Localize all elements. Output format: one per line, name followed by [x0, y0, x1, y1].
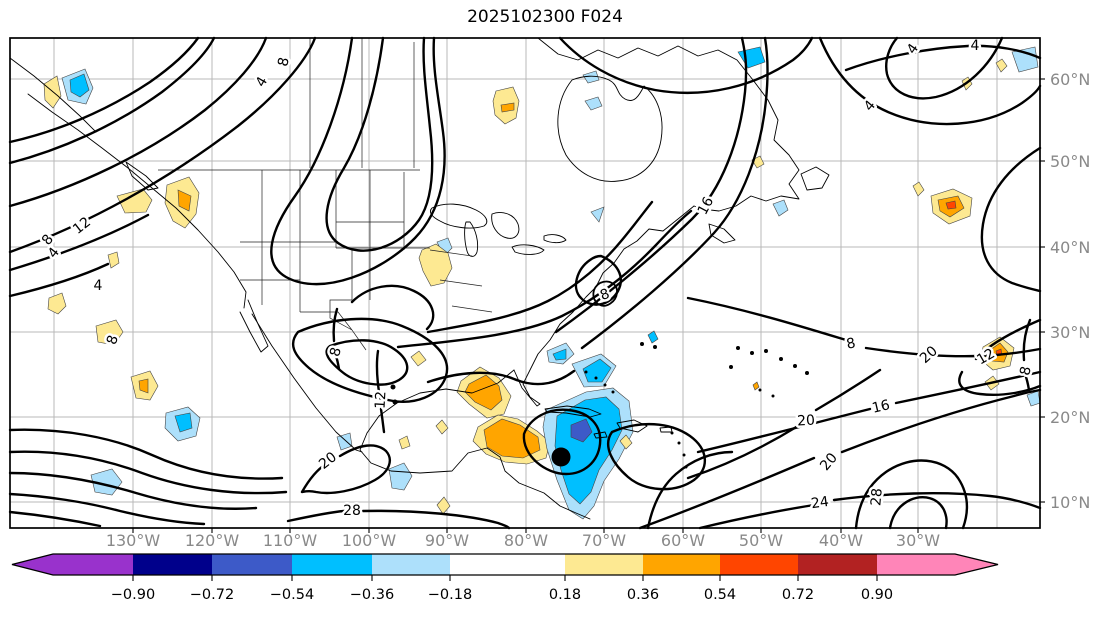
contour-label: 4 [861, 97, 879, 114]
contour-label: 8 [598, 286, 612, 304]
colorbar-segment [798, 554, 877, 575]
contour-label: 12 [373, 391, 390, 410]
lat-tick-label: 30°N [1050, 323, 1090, 342]
colorbar-segment [212, 554, 292, 575]
contour-label: 8 [327, 346, 345, 359]
colorbar-segment [53, 554, 133, 575]
contour-label: 8 [845, 335, 857, 353]
colorbar-tick-label: 0.18 [549, 587, 581, 603]
colorbar-tick-label: 0.36 [627, 587, 659, 603]
contour-label: 8 [1017, 365, 1035, 377]
contour-label: 16 [871, 397, 892, 417]
island-dots [390, 342, 809, 469]
map-frame [9, 37, 1041, 529]
colorbar: −0.90 −0.72 −0.54 −0.36 −0.18 0.18 0.36 … [11, 553, 999, 603]
lon-tick-label: 50°W [739, 531, 783, 550]
page-title: 2025102300 F024 [467, 7, 623, 27]
colorbar-tick-label: −0.18 [428, 587, 472, 603]
contour-lines [8, 36, 1042, 530]
lon-tick-label: 60°W [661, 531, 705, 550]
colorbar-segment [720, 554, 798, 575]
lon-tick-label: 70°W [582, 531, 626, 550]
colorbar-outline [11, 553, 999, 576]
lon-tick-label: 110°W [263, 531, 318, 550]
lat-tick-label: 40°N [1050, 238, 1090, 257]
colorbar-tick-label: 0.54 [704, 587, 736, 603]
latitude-axis: 60°N 50°N 40°N 30°N 20°N 10°N [1050, 70, 1090, 512]
colorbar-arrow-left [12, 554, 53, 575]
colorbar-tick-label: 0.90 [861, 587, 893, 603]
lon-tick-label: 120°W [185, 531, 240, 550]
lat-tick-label: 10°N [1050, 493, 1090, 512]
colorbar-segment [450, 554, 565, 575]
lat-tick-label: 50°N [1050, 152, 1090, 171]
lon-tick-label: 130°W [106, 531, 161, 550]
colorbar-segment [133, 554, 212, 575]
colorbar-segment [292, 554, 372, 575]
colorbar-tick-label: 0.72 [782, 587, 814, 603]
coastlines [9, 37, 830, 520]
colorbar-segment [372, 554, 450, 575]
colorbar-tick-label: −0.90 [111, 587, 155, 603]
colorbar-tick-label: −0.72 [190, 587, 234, 603]
contour-label: 20 [797, 413, 816, 430]
axis-ticks [132, 78, 1045, 533]
contour-label: 28 [868, 487, 885, 506]
contour-label: 24 [810, 494, 830, 512]
lon-tick-label: 30°W [896, 531, 940, 550]
colorbar-segment [877, 554, 955, 575]
contour-label: 20 [917, 343, 941, 367]
contour-label: 20 [817, 450, 841, 474]
colorbar-tick-label: −0.36 [350, 587, 394, 603]
colorbar-segment [643, 554, 720, 575]
gridlines [10, 38, 1040, 528]
contour-label: 4 [253, 74, 271, 90]
contour-label: 8 [275, 56, 293, 68]
colorbar-arrow-right [955, 554, 998, 575]
contour-label: 4 [971, 38, 980, 54]
contour-label: 4 [94, 278, 103, 294]
longitude-axis: 130°W 120°W 110°W 100°W 90°W 80°W 70°W 6… [106, 531, 940, 550]
lat-tick-label: 20°N [1050, 408, 1090, 427]
colorbar-tick-label: −0.54 [270, 587, 314, 603]
lon-tick-label: 100°W [342, 531, 397, 550]
lat-tick-label: 60°N [1050, 70, 1090, 89]
lon-tick-label: 40°W [819, 531, 863, 550]
lon-tick-label: 80°W [504, 531, 548, 550]
colorbar-ticks [132, 575, 878, 581]
colorbar-segment [565, 554, 643, 575]
contour-label: 28 [343, 503, 361, 519]
storm-marker [551, 447, 571, 467]
lon-tick-label: 90°W [425, 531, 469, 550]
